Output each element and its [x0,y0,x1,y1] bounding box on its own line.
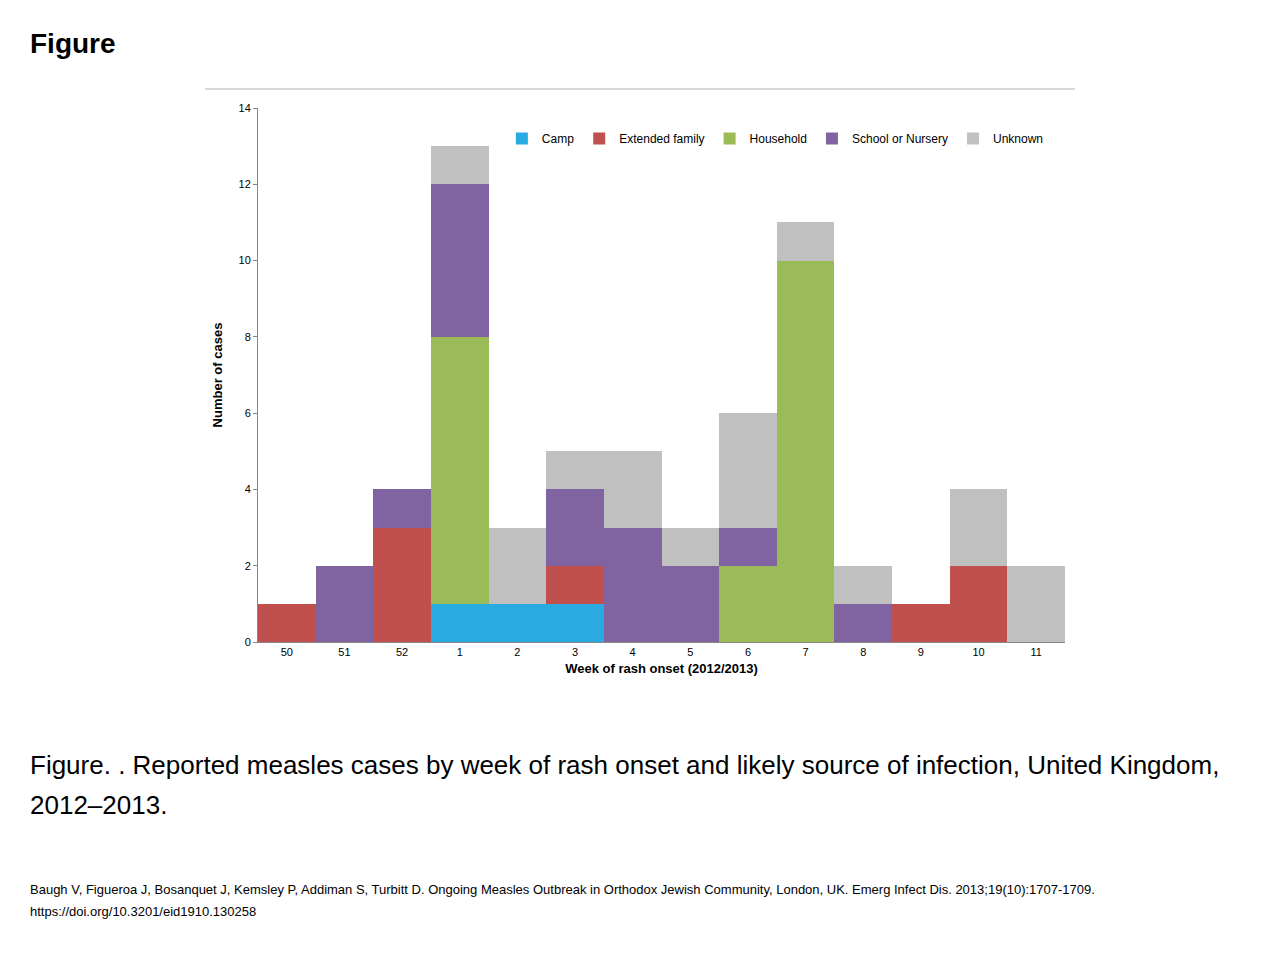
svg-text:8: 8 [245,331,251,343]
svg-text:Household: Household [750,132,807,146]
svg-text:Unknown: Unknown [993,132,1043,146]
svg-text:0: 0 [245,636,251,648]
svg-text:10: 10 [239,254,251,266]
svg-text:Extended family: Extended family [619,132,704,146]
svg-text:2: 2 [245,560,251,572]
svg-text:6: 6 [245,407,251,419]
svg-text:10: 10 [972,646,984,658]
svg-text:50: 50 [281,646,293,658]
svg-text:Number of cases: Number of cases [210,323,225,428]
svg-text:9: 9 [918,646,924,658]
svg-text:12: 12 [239,178,251,190]
svg-text:3: 3 [572,646,578,658]
svg-text:7: 7 [803,646,809,658]
svg-text:4: 4 [630,646,636,658]
html-text:Figure: Figure [30,28,116,59]
svg-text:School or Nursery: School or Nursery [852,132,948,146]
svg-text:Camp: Camp [542,132,574,146]
svg-text:4: 4 [245,483,251,495]
svg-text:8: 8 [860,646,866,658]
svg-text:1: 1 [457,646,463,658]
svg-text:14: 14 [239,102,251,114]
svg-text:52: 52 [396,646,408,658]
svg-text:11: 11 [1030,646,1041,658]
svg-text:51: 51 [338,646,350,658]
svg-text:Week of rash onset (2012/2013): Week of rash onset (2012/2013) [565,661,758,676]
svg-text:6: 6 [745,646,751,658]
svg-text:5: 5 [687,646,693,658]
html-text:Figure. . Reported measles cas: Figure. . Reported measles cases by week… [30,750,1220,820]
svg-text:2: 2 [514,646,520,658]
html-text:Baugh V, Figueroa J, Bosanquet: Baugh V, Figueroa J, Bosanquet J, Kemsle… [30,882,1095,919]
